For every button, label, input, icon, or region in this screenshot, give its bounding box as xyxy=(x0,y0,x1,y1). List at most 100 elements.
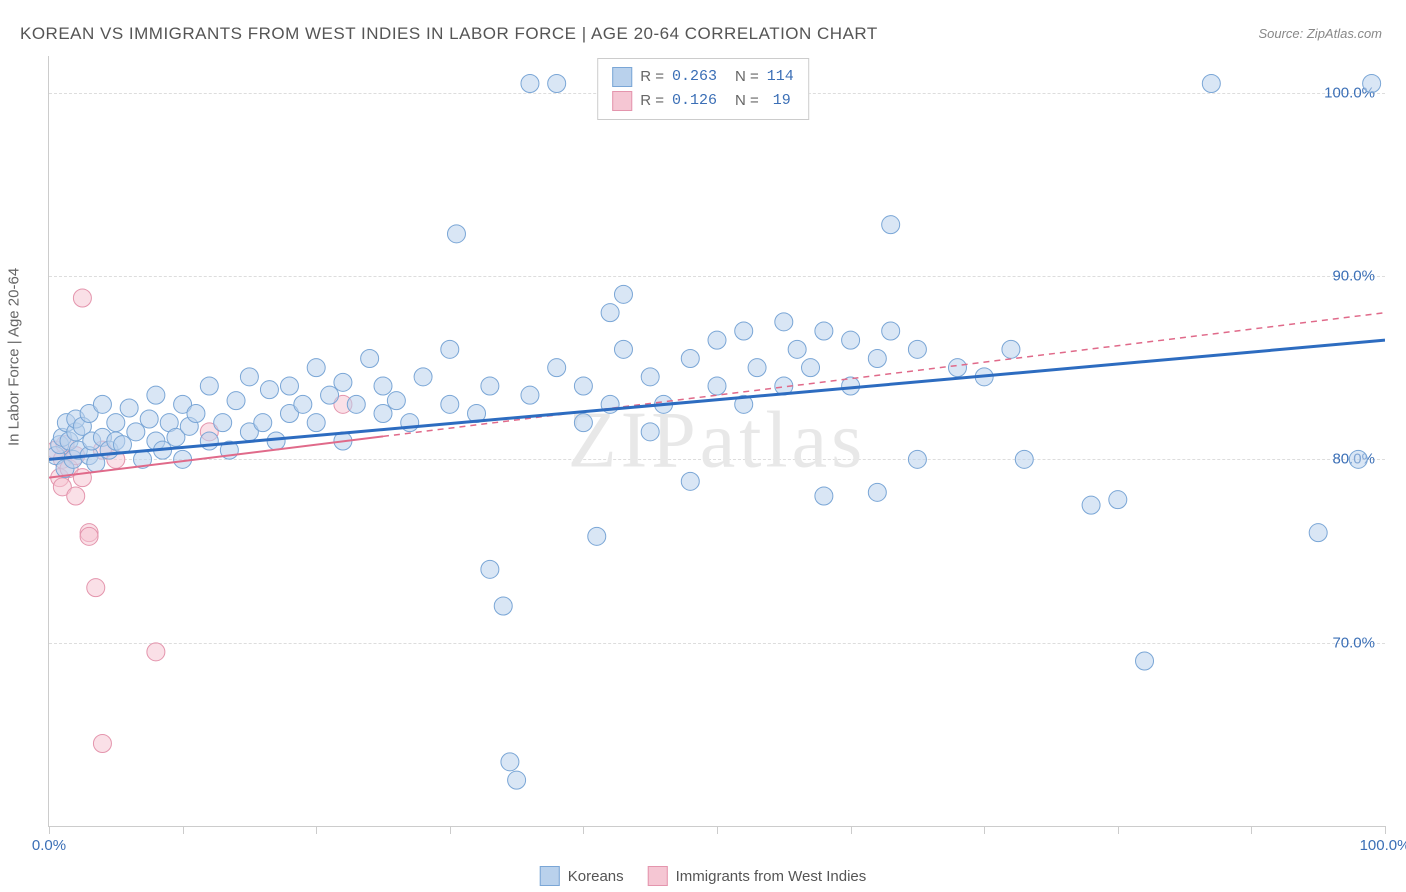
data-point xyxy=(842,331,860,349)
data-point xyxy=(1363,75,1381,93)
data-point xyxy=(641,368,659,386)
data-point xyxy=(387,392,405,410)
data-point xyxy=(374,405,392,423)
data-point xyxy=(80,527,98,545)
data-point xyxy=(414,368,432,386)
x-tick-label: 0.0% xyxy=(32,837,66,854)
data-point xyxy=(127,423,145,441)
data-point xyxy=(735,322,753,340)
x-tick xyxy=(717,826,718,834)
data-point xyxy=(107,414,125,432)
data-point xyxy=(200,432,218,450)
x-tick-label: 100.0% xyxy=(1360,837,1406,854)
n-value-koreans: 114 xyxy=(767,65,794,89)
r-label: R = xyxy=(640,89,664,113)
data-point xyxy=(1202,75,1220,93)
data-point xyxy=(307,359,325,377)
n-value-westindies: 19 xyxy=(773,89,791,113)
data-point xyxy=(174,450,192,468)
data-point xyxy=(614,340,632,358)
swatch-koreans-bottom xyxy=(540,866,560,886)
data-point xyxy=(361,350,379,368)
data-point xyxy=(200,377,218,395)
data-point xyxy=(681,350,699,368)
x-tick xyxy=(851,826,852,834)
r-value-westindies: 0.126 xyxy=(672,89,717,113)
legend-item-koreans: Koreans xyxy=(540,866,624,886)
data-point xyxy=(254,414,272,432)
data-point xyxy=(882,216,900,234)
data-point xyxy=(494,597,512,615)
data-point xyxy=(775,313,793,331)
r-label: R = xyxy=(640,65,664,89)
data-point xyxy=(508,771,526,789)
legend-row-westindies: R = 0.126 N = 19 xyxy=(612,89,794,113)
data-point xyxy=(574,377,592,395)
plot-area: ZIPatlas 70.0%80.0%90.0%100.0%0.0%100.0% xyxy=(48,56,1385,827)
legend-label-westindies: Immigrants from West Indies xyxy=(676,868,867,885)
data-point xyxy=(260,381,278,399)
data-point xyxy=(441,340,459,358)
data-point xyxy=(214,414,232,432)
series-legend: Koreans Immigrants from West Indies xyxy=(540,866,866,886)
x-tick xyxy=(984,826,985,834)
data-point xyxy=(908,450,926,468)
data-point xyxy=(347,395,365,413)
chart-title: KOREAN VS IMMIGRANTS FROM WEST INDIES IN… xyxy=(20,24,878,44)
data-point xyxy=(93,735,111,753)
data-point xyxy=(815,487,833,505)
data-point xyxy=(280,377,298,395)
data-point xyxy=(681,472,699,490)
data-point xyxy=(240,368,258,386)
data-point xyxy=(521,386,539,404)
data-point xyxy=(140,410,158,428)
data-point xyxy=(374,377,392,395)
data-point xyxy=(501,753,519,771)
data-point xyxy=(614,285,632,303)
n-label: N = xyxy=(735,65,759,89)
data-point xyxy=(1136,652,1154,670)
data-point xyxy=(481,560,499,578)
data-point xyxy=(548,75,566,93)
data-point xyxy=(908,340,926,358)
data-point xyxy=(441,395,459,413)
data-point xyxy=(601,304,619,322)
data-point xyxy=(187,405,205,423)
chart-svg xyxy=(49,56,1385,826)
legend-row-koreans: R = 0.263 N = 114 xyxy=(612,65,794,89)
data-point xyxy=(868,350,886,368)
correlation-legend: R = 0.263 N = 114 R = 0.126 N = 19 xyxy=(597,58,809,120)
data-point xyxy=(748,359,766,377)
data-point xyxy=(67,487,85,505)
x-tick xyxy=(1251,826,1252,834)
data-point xyxy=(1109,491,1127,509)
data-point xyxy=(73,469,91,487)
legend-label-koreans: Koreans xyxy=(568,868,624,885)
data-point xyxy=(1309,524,1327,542)
data-point xyxy=(708,377,726,395)
data-point xyxy=(147,386,165,404)
data-point xyxy=(708,331,726,349)
data-point xyxy=(147,643,165,661)
data-point xyxy=(120,399,138,417)
x-tick xyxy=(1118,826,1119,834)
data-point xyxy=(481,377,499,395)
y-axis-label: In Labor Force | Age 20-64 xyxy=(6,268,23,446)
swatch-westindies-bottom xyxy=(648,866,668,886)
data-point xyxy=(321,386,339,404)
data-point xyxy=(588,527,606,545)
data-point xyxy=(548,359,566,377)
data-point xyxy=(307,414,325,432)
data-point xyxy=(641,423,659,441)
legend-item-westindies: Immigrants from West Indies xyxy=(648,866,867,886)
data-point xyxy=(93,395,111,413)
x-tick xyxy=(1385,826,1386,834)
data-point xyxy=(574,414,592,432)
data-point xyxy=(73,289,91,307)
source-attribution: Source: ZipAtlas.com xyxy=(1258,26,1382,41)
data-point xyxy=(1349,450,1367,468)
r-value-koreans: 0.263 xyxy=(672,65,717,89)
swatch-koreans xyxy=(612,67,632,87)
data-point xyxy=(882,322,900,340)
data-point xyxy=(1015,450,1033,468)
